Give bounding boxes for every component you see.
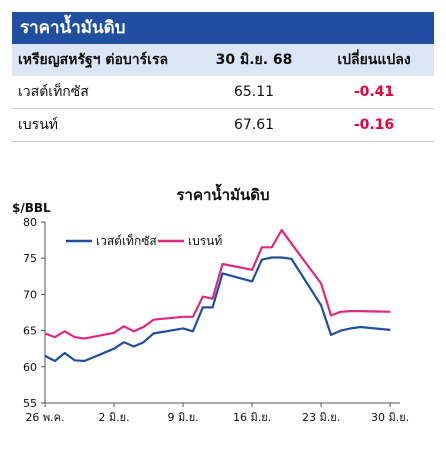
data-point — [133, 345, 135, 348]
x-tick-label: 26 พ.ค. — [25, 411, 64, 424]
data-point — [73, 336, 76, 338]
data-point — [113, 332, 115, 334]
y-tick-label: 55 — [23, 397, 37, 410]
series-line-wti — [44, 256, 391, 363]
data-point — [152, 319, 155, 321]
data-point — [192, 330, 194, 332]
data-point — [350, 310, 352, 312]
data-point — [251, 269, 253, 271]
data-point — [64, 352, 66, 354]
data-point — [340, 330, 342, 332]
data-point — [359, 326, 362, 328]
data-point — [143, 341, 145, 343]
oil-price-chart: ราคาน้ำมันดิบ $/BBL 55 60 65 70 75 80 26 พ.ค. 2 ม… — [12, 183, 409, 424]
legend-label: เบรนท์ — [188, 234, 222, 248]
data-point — [152, 332, 155, 335]
data-point — [182, 327, 184, 330]
data-point — [123, 341, 125, 343]
data-point — [320, 282, 322, 285]
data-point — [73, 359, 76, 361]
data-point — [261, 246, 263, 248]
data-point — [54, 336, 56, 338]
table-header-row: เหรียญสหรัฐฯ ต่อบาร์เรล 30 มิ.ย. 68 เปลี… — [12, 44, 434, 76]
table-title: ราคาน้ำมันดิบ — [12, 12, 434, 44]
data-point — [202, 295, 204, 298]
data-point — [389, 329, 391, 331]
header-change: เปลี่ยนแปลง — [314, 44, 434, 76]
data-point — [320, 304, 322, 306]
row-change: -0.16 — [314, 108, 434, 142]
data-point — [123, 325, 125, 327]
legend-label: เวสต์เท็กซัส — [96, 233, 157, 248]
data-point — [64, 330, 66, 332]
y-axis-label: $/BBL — [12, 201, 51, 215]
table-row: เวสต์เท็กซัส 65.11 -0.41 — [12, 76, 434, 109]
row-change: -0.41 — [314, 76, 434, 109]
data-point — [251, 280, 253, 282]
data-point — [271, 256, 273, 259]
data-point — [54, 360, 56, 362]
data-point — [143, 326, 145, 328]
x-tick-label: 9 มิ.ย. — [167, 411, 198, 424]
table-row: เบรนท์ 67.61 -0.16 — [12, 108, 434, 142]
data-point — [133, 330, 135, 332]
data-point — [44, 332, 46, 335]
data-point — [290, 243, 293, 245]
data-point — [202, 306, 204, 309]
data-point — [281, 256, 283, 259]
data-point — [212, 298, 214, 300]
y-tick-label: 70 — [23, 288, 37, 301]
y-tick-label: 80 — [23, 216, 37, 229]
data-point — [271, 246, 273, 248]
series-line-brent — [44, 228, 391, 340]
data-point — [83, 360, 86, 362]
data-point — [281, 229, 283, 231]
data-point — [330, 314, 332, 316]
data-point — [221, 263, 224, 265]
data-point — [44, 355, 46, 357]
data-point — [359, 310, 362, 312]
y-tick-label: 65 — [23, 325, 37, 338]
y-tick-label: 60 — [23, 361, 37, 374]
data-point — [261, 259, 263, 261]
row-price: 65.11 — [194, 76, 314, 109]
data-point — [330, 334, 332, 336]
oil-price-table: เหรียญสหรัฐฯ ต่อบาร์เรล 30 มิ.ย. 68 เปลี… — [12, 44, 434, 142]
row-name: เบรนท์ — [12, 108, 194, 142]
header-date: 30 มิ.ย. 68 — [194, 44, 314, 76]
x-tick-label: 2 มิ.ย. — [98, 411, 129, 424]
data-point — [290, 258, 293, 260]
data-point — [212, 306, 214, 309]
data-point — [350, 327, 352, 330]
row-price: 67.61 — [194, 108, 314, 142]
y-tick-label: 75 — [23, 252, 37, 265]
data-point — [389, 311, 391, 313]
data-point — [221, 272, 224, 275]
data-point — [340, 311, 342, 313]
x-tick-label: 16 มิ.ย. — [233, 411, 271, 424]
chart-title: ราคาน้ำมันดิบ — [176, 183, 269, 204]
data-point — [182, 316, 184, 318]
data-point — [113, 348, 115, 350]
data-point — [83, 337, 86, 340]
x-tick-label: 23 มิ.ย. — [302, 411, 340, 424]
x-tick-label: 30 มิ.ย. — [371, 411, 409, 424]
header-unit: เหรียญสหรัฐฯ ต่อบาร์เรล — [12, 44, 194, 76]
data-point — [192, 316, 194, 318]
row-name: เวสต์เท็กซัส — [12, 76, 194, 109]
